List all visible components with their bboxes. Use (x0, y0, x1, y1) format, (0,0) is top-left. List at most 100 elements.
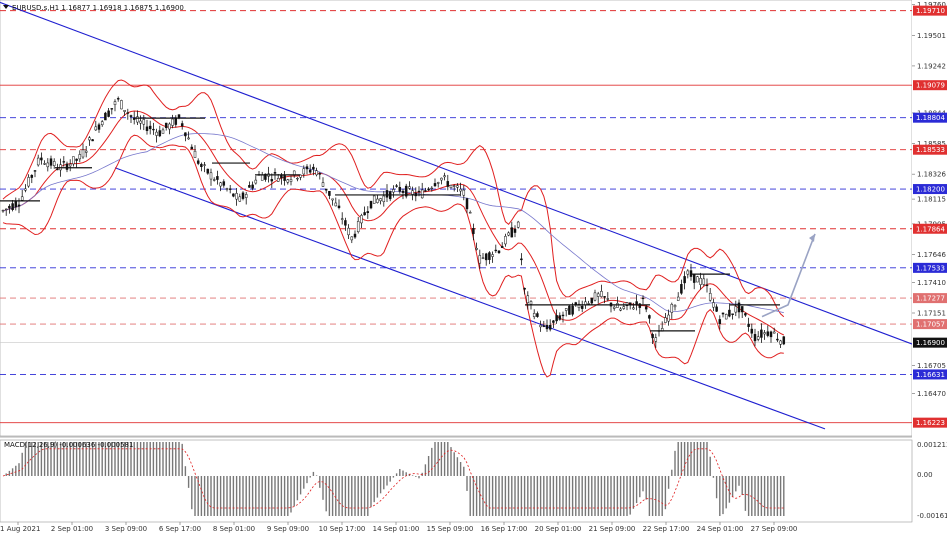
level-price-label: 1.18804 (916, 114, 945, 122)
candle (241, 191, 245, 201)
candle (347, 224, 350, 240)
time-tick-label: 20 Sep 01:00 (535, 525, 582, 533)
candle (734, 300, 738, 317)
candle (776, 333, 779, 343)
candle (504, 233, 507, 247)
level-price-label: 1.16631 (916, 371, 945, 379)
candle (580, 300, 584, 313)
candle (696, 275, 699, 283)
level-price-tag (913, 144, 947, 155)
price-tick-label: 1.18326 (917, 171, 946, 179)
candle (14, 197, 18, 211)
candle (718, 315, 722, 330)
candle (46, 158, 50, 172)
arrow-up-icon (809, 233, 815, 242)
candle (756, 331, 760, 342)
candle (731, 313, 734, 320)
candle (772, 327, 776, 334)
candle (401, 188, 405, 200)
price-tick-label: 1.16705 (917, 362, 946, 370)
candle (328, 191, 331, 200)
candle (481, 252, 485, 260)
candle (379, 197, 382, 205)
channel-lower-line[interactable] (114, 167, 826, 430)
candle (212, 177, 216, 182)
candle (97, 122, 101, 133)
candle (84, 146, 88, 158)
level-price-label: 1.17057 (916, 321, 945, 329)
candle (516, 220, 520, 229)
candle (286, 178, 290, 185)
candle (62, 156, 66, 167)
horizontal-levels[interactable] (0, 10, 912, 424)
price-tick-label: 1.18115 (917, 196, 946, 204)
candle (590, 297, 594, 305)
candle (312, 163, 315, 176)
candle (475, 242, 478, 251)
candle (651, 332, 654, 344)
candle (542, 320, 546, 328)
candle (190, 144, 194, 150)
candle (708, 288, 712, 302)
time-tick-label: 8 Sep 01:00 (213, 525, 255, 533)
level-price-tag (913, 319, 947, 330)
candle (161, 127, 165, 134)
candle (376, 194, 379, 204)
candle (344, 217, 347, 231)
candle (468, 210, 472, 214)
price-pane[interactable] (0, 0, 913, 438)
candle (449, 184, 453, 189)
candle (564, 308, 568, 317)
candle (523, 287, 526, 295)
candle (24, 184, 27, 193)
candle (296, 177, 299, 182)
candle (577, 300, 581, 312)
candle (446, 174, 450, 191)
candle (244, 191, 248, 205)
candle (142, 114, 146, 131)
trend-channel[interactable] (0, 1, 941, 430)
candle (427, 187, 430, 192)
candle (254, 176, 258, 185)
candle (398, 181, 402, 194)
candle (760, 323, 763, 343)
candle (366, 206, 370, 219)
candle (766, 325, 770, 338)
candle (193, 145, 197, 158)
candle (113, 99, 117, 112)
candle (148, 120, 152, 135)
candle (107, 107, 110, 118)
candle (353, 230, 357, 239)
candle (536, 311, 539, 318)
candle (484, 252, 488, 266)
time-tick-label: 9 Sep 09:00 (267, 525, 309, 533)
candle (273, 168, 277, 180)
channel-upper-line[interactable] (0, 1, 941, 355)
candle (110, 108, 114, 115)
candle (337, 199, 341, 210)
bollinger-middle (2, 110, 785, 336)
candle (91, 138, 94, 142)
candle (360, 213, 363, 229)
bollinger-upper (2, 79, 785, 318)
price-plot-area[interactable] (0, 0, 913, 437)
candle (216, 170, 219, 185)
candle (168, 122, 171, 135)
time-tick-label: 22 Sep 17:00 (643, 525, 690, 533)
candle (36, 154, 40, 167)
price-tick-label: 1.17646 (917, 251, 946, 259)
candle (100, 120, 104, 127)
candle (436, 181, 440, 188)
candle (763, 329, 766, 340)
price-axis: 1.197601.195011.192421.188441.185851.183… (912, 0, 947, 535)
level-price-tag (913, 184, 947, 195)
candle (510, 221, 514, 238)
level-price-tag (913, 112, 947, 123)
price-tick-label: 1.17151 (917, 309, 946, 317)
candle (667, 309, 670, 326)
candle (123, 110, 126, 116)
candle (225, 187, 229, 192)
candle (94, 120, 98, 131)
chevron-down-icon[interactable] (3, 5, 9, 9)
